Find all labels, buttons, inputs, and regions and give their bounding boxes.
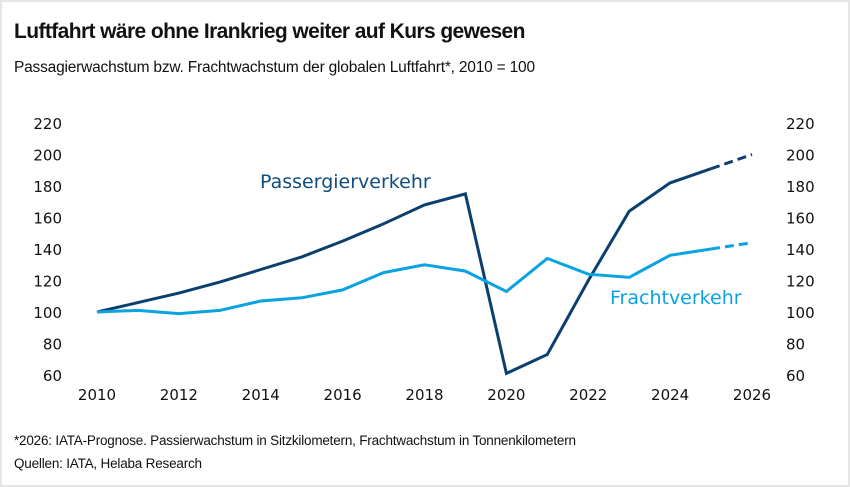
series-label-freight: Frachtverkehr [610, 287, 742, 309]
y-tick-label-right: 100 [786, 304, 815, 322]
y-tick-label-right: 160 [786, 210, 815, 228]
series-line-passenger [96, 167, 712, 376]
y-tick-label-left: 140 [33, 241, 62, 259]
chart-title: Luftfahrt wäre ohne Irankrieg weiter auf… [14, 20, 525, 43]
x-tick-label: 2016 [324, 386, 362, 404]
x-tick-label: 2012 [160, 386, 198, 404]
footnote: *2026: IATA-Prognose. Passierwachstum in… [14, 433, 576, 448]
x-tick-label: 2024 [651, 386, 689, 404]
y-tick-label-right: 200 [786, 147, 815, 165]
y-tick-label-left: 220 [33, 115, 62, 133]
series-forecast-freight [710, 241, 753, 251]
source-note: Quellen: IATA, Helaba Research [14, 456, 202, 471]
y-tick-label-left: 100 [33, 304, 62, 322]
y-tick-label-left: 160 [33, 210, 62, 228]
y-tick-label-right: 220 [786, 115, 815, 133]
y-tick-label-left: 200 [33, 147, 62, 165]
y-tick-label-left: 120 [33, 273, 62, 291]
chart-subtitle: Passagierwachstum bzw. Frachtwachstum de… [14, 59, 535, 76]
series-label-passenger: Passergierverkehr [260, 171, 431, 193]
series-forecast-passenger [710, 153, 753, 171]
y-tick-label-left: 60 [43, 367, 62, 385]
y-tick-label-right: 140 [786, 241, 815, 259]
x-tick-label: 2010 [78, 386, 116, 404]
y-axis-left: 60 80 100 120 140 160 180 200 220 [33, 115, 62, 385]
y-tick-label-right: 180 [786, 178, 815, 196]
x-tick-label: 2022 [569, 386, 607, 404]
y-axis-right: 60 80 100 120 140 160 180 200 220 [786, 115, 815, 385]
series-line-freight [96, 247, 712, 316]
x-axis: 2010 2012 2014 2016 2018 2020 2022 2024 2026 [78, 386, 771, 404]
x-tick-label: 2014 [242, 386, 280, 404]
x-tick-label: 2020 [487, 386, 525, 404]
y-tick-label-right: 60 [786, 367, 805, 385]
y-tick-label-left: 80 [43, 336, 62, 354]
x-tick-label: 2026 [733, 386, 771, 404]
x-tick-label: 2018 [405, 386, 443, 404]
series-lines [96, 153, 753, 376]
y-tick-label-right: 120 [786, 273, 815, 291]
y-tick-label-left: 180 [33, 178, 62, 196]
y-tick-label-right: 80 [786, 336, 805, 354]
